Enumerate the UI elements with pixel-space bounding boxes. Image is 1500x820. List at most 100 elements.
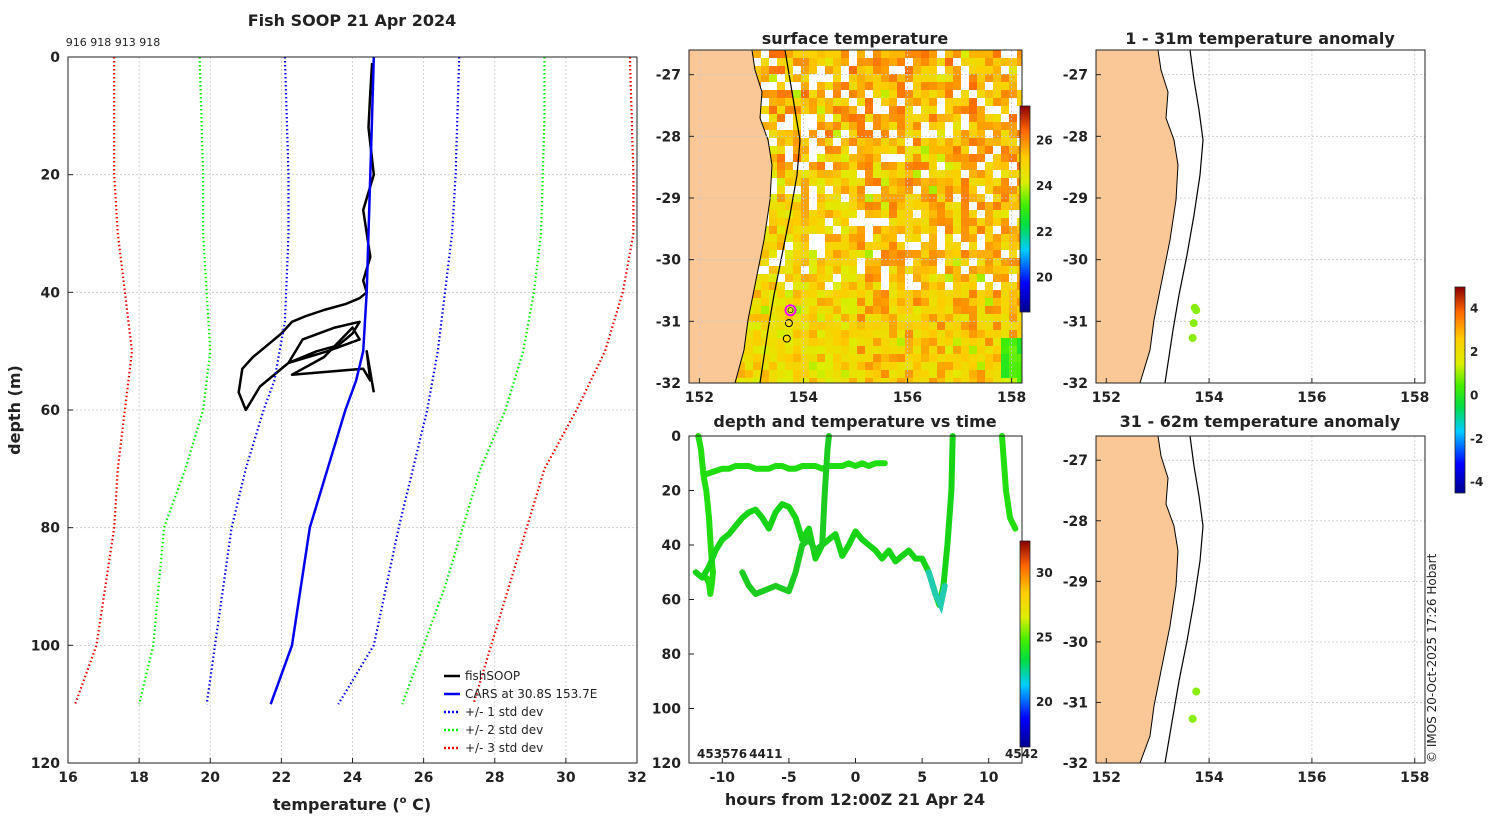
sst-cell <box>1017 114 1022 122</box>
sst-cell <box>1017 202 1022 210</box>
sst-cell <box>817 82 825 90</box>
sst-cell <box>937 186 945 194</box>
sst-cell <box>1017 50 1022 58</box>
sst-cell <box>769 250 777 258</box>
sst-cell <box>913 354 921 362</box>
sst-cell <box>929 378 937 383</box>
sst-cell <box>937 66 945 74</box>
sst-cell <box>857 274 865 282</box>
sst-cell <box>905 362 913 370</box>
sst-cell <box>857 106 865 114</box>
sst-cell <box>817 362 825 370</box>
sst-cell <box>953 354 961 362</box>
sst-cell <box>809 266 817 274</box>
sst-cell <box>921 154 929 162</box>
sst-cell <box>977 170 985 178</box>
sst-cell <box>793 162 801 170</box>
sst-cell <box>753 298 761 306</box>
sst-cell <box>905 106 913 114</box>
sst-cell <box>993 306 1001 314</box>
sst-cell <box>961 346 969 354</box>
sst-cell <box>945 330 953 338</box>
sst-cell <box>849 346 857 354</box>
sst-cell <box>945 90 953 98</box>
sst-cell <box>833 178 841 186</box>
sst-cell <box>929 114 937 122</box>
sst-cell <box>905 114 913 122</box>
anomaly-colorbar-label: 4 <box>1470 302 1478 316</box>
sst-cell <box>993 146 1001 154</box>
sst-cell <box>945 106 953 114</box>
sst-cell <box>985 106 993 114</box>
sst-cell <box>801 234 809 242</box>
sst-cell <box>769 274 777 282</box>
sst-cell <box>841 226 849 234</box>
anomaly-top-map: 1 - 31m temperature anomaly 152 154 156 158… <box>1063 29 1430 406</box>
sst-cell <box>833 330 841 338</box>
sst-cell <box>817 114 825 122</box>
sst-cell <box>825 282 833 290</box>
sst-cell <box>769 106 777 114</box>
profile-xtick-label: 18 <box>129 770 148 786</box>
sst-cell <box>953 346 961 354</box>
sst-cell <box>801 82 809 90</box>
sst-cell <box>793 58 801 66</box>
sst-cell <box>769 74 777 82</box>
sst-cell <box>1001 106 1009 114</box>
sst-cell <box>1009 362 1017 370</box>
sst-cell <box>825 330 833 338</box>
sst-cell <box>961 82 969 90</box>
sst-cell <box>793 226 801 234</box>
sst-cell <box>769 226 777 234</box>
sst-cell <box>793 90 801 98</box>
sst-cell <box>793 258 801 266</box>
sst-cell <box>993 346 1001 354</box>
sst-cell <box>809 50 817 58</box>
sst-cell <box>945 314 953 322</box>
sst-cell <box>961 186 969 194</box>
sst-cell <box>1001 210 1009 218</box>
sst-cell <box>825 130 833 138</box>
sst-cell <box>793 338 801 346</box>
sst-cell <box>873 290 881 298</box>
depth-time-ytick-label: 80 <box>662 647 682 663</box>
sst-cell <box>993 130 1001 138</box>
sst-cell <box>833 218 841 226</box>
sst-cell <box>889 338 897 346</box>
sst-cell <box>825 138 833 146</box>
sst-cell <box>841 338 849 346</box>
sst-cell <box>929 306 937 314</box>
sst-cell <box>961 106 969 114</box>
sst-cell <box>897 154 905 162</box>
sst-colorbar <box>1019 105 1031 313</box>
sst-cell <box>809 114 817 122</box>
sst-cell <box>825 250 833 258</box>
sst-cell <box>881 258 889 266</box>
sst-cell <box>929 346 937 354</box>
sst-cell <box>809 162 817 170</box>
sst-cell <box>905 138 913 146</box>
sst-cell <box>825 306 833 314</box>
sst-cell <box>1009 146 1017 154</box>
sst-cell <box>881 122 889 130</box>
sst-cell <box>889 290 897 298</box>
sst-cell <box>849 106 857 114</box>
sst-cell <box>977 298 985 306</box>
sst-cell <box>825 346 833 354</box>
sst-cell <box>961 66 969 74</box>
sst-cell <box>897 82 905 90</box>
depth-time-deep-segment <box>925 569 948 615</box>
sst-cell <box>945 202 953 210</box>
sst-cell <box>913 186 921 194</box>
sst-cell <box>905 154 913 162</box>
sst-cell <box>1001 50 1009 58</box>
anomaly-top-land <box>1095 49 1179 384</box>
sst-cell <box>1001 114 1009 122</box>
anomaly-top-title: 1 - 31m temperature anomaly <box>1125 29 1395 48</box>
sst-cell <box>857 122 865 130</box>
sst-cell <box>801 74 809 82</box>
sst-cell <box>937 330 945 338</box>
depth-time-ytick-label: 120 <box>652 756 681 772</box>
sst-cell <box>977 338 985 346</box>
